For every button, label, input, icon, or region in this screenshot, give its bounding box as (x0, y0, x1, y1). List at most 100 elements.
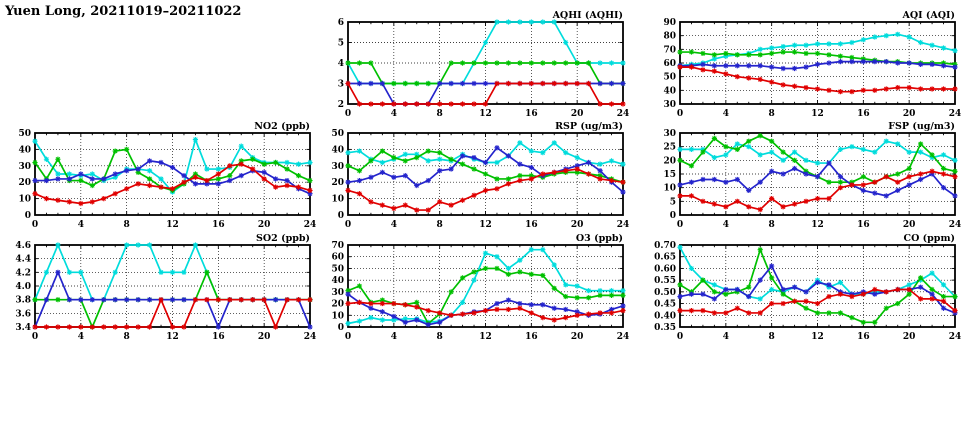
data-marker-cyan (918, 149, 924, 155)
y-tick-label: 50 (331, 129, 344, 139)
y-tick-label: 0 (25, 211, 31, 221)
data-marker-red (78, 200, 84, 207)
data-marker-red (734, 198, 740, 204)
data-marker-blue (746, 187, 752, 194)
data-marker-red (437, 199, 443, 205)
data-marker-red (482, 307, 489, 314)
data-marker-blue (620, 189, 626, 195)
data-marker-blue (563, 306, 569, 313)
data-marker-blue (135, 166, 141, 172)
data-marker-green (471, 60, 477, 66)
data-marker-green (448, 156, 454, 162)
data-marker-red (791, 298, 798, 304)
data-marker-blue (803, 171, 809, 177)
x-tick-label: 20 (258, 332, 271, 342)
data-marker-red (791, 83, 798, 89)
data-marker-blue (814, 174, 821, 180)
x-tick-label: 4 (723, 220, 729, 230)
data-marker-red (146, 182, 153, 189)
data-marker-blue (929, 61, 935, 67)
data-marker-green (414, 154, 420, 161)
data-marker-green (345, 288, 351, 294)
data-marker-green (135, 169, 141, 175)
data-marker-green (918, 275, 924, 281)
data-marker-green (494, 176, 500, 182)
data-marker-green (448, 289, 454, 295)
data-marker-green (700, 50, 706, 57)
y-tick-label: 4.4 (15, 255, 31, 265)
data-marker-green (124, 146, 130, 152)
data-marker-blue (261, 169, 267, 175)
data-marker-red (345, 80, 351, 87)
data-marker-green (849, 315, 855, 321)
data-marker-blue (448, 80, 454, 87)
data-marker-blue (345, 179, 351, 185)
data-marker-red (307, 297, 313, 303)
data-marker-cyan (940, 45, 947, 51)
data-marker-green (872, 319, 878, 325)
chart-title: AQHI (AQHI) (552, 10, 623, 21)
data-marker-blue (528, 302, 534, 308)
y-tick-label: 0.40 (654, 311, 676, 321)
data-marker-blue (711, 63, 717, 69)
data-marker-red (780, 300, 786, 307)
data-marker-cyan (32, 138, 38, 144)
data-marker-red (711, 201, 717, 207)
x-tick-label: 8 (769, 220, 775, 230)
data-marker-cyan (837, 279, 844, 286)
data-marker-blue (505, 297, 512, 303)
data-marker-blue (677, 182, 683, 188)
data-marker-red (181, 179, 187, 185)
data-marker-blue (895, 187, 901, 194)
data-marker-blue (181, 297, 187, 303)
data-marker-green (791, 157, 798, 163)
data-marker-blue (597, 80, 603, 87)
x-tick-label: 4 (391, 332, 397, 342)
data-marker-red (356, 101, 363, 107)
data-marker-red (757, 76, 763, 83)
x-tick-label: 8 (769, 109, 775, 119)
data-marker-cyan (379, 159, 385, 166)
data-marker-green (780, 49, 786, 55)
data-marker-red (112, 324, 118, 330)
data-marker-red (929, 296, 935, 302)
data-marker-cyan (586, 288, 592, 294)
data-marker-green (379, 148, 385, 154)
data-marker-red (597, 176, 603, 182)
data-marker-cyan (345, 150, 351, 156)
data-marker-green (261, 161, 267, 167)
data-marker-cyan (711, 282, 717, 288)
data-marker-cyan (734, 141, 740, 147)
data-marker-red (459, 311, 466, 317)
x-tick-label: 16 (857, 220, 870, 230)
x-tick-label: 12 (811, 332, 824, 342)
data-marker-green (273, 159, 279, 166)
data-marker-red (273, 184, 279, 190)
data-marker-red (215, 171, 221, 177)
data-marker-cyan (940, 152, 947, 158)
data-marker-green (402, 80, 408, 87)
data-marker-blue (746, 63, 752, 69)
data-marker-blue (448, 166, 454, 172)
data-marker-cyan (528, 247, 534, 253)
data-marker-blue (146, 158, 153, 164)
y-tick-label: 30 (663, 100, 676, 110)
data-marker-red (448, 202, 454, 208)
x-tick-label: 0 (677, 109, 683, 119)
chart-svg: 0 4 8 12 16 20 24 0.35 0.400.45 0.50 0.55 0.600.65 0… (654, 233, 961, 342)
data-marker-red (620, 307, 626, 314)
data-marker-blue (204, 181, 210, 187)
data-marker-green (517, 173, 523, 179)
data-marker-red (528, 80, 534, 87)
data-marker-blue (55, 269, 61, 275)
data-marker-green (517, 269, 523, 275)
x-tick-label: 8 (769, 332, 775, 342)
data-marker-green (55, 297, 61, 303)
data-marker-blue (414, 182, 420, 189)
data-marker-green (837, 179, 844, 185)
x-tick-label: 20 (571, 220, 584, 230)
data-marker-red (711, 310, 717, 316)
data-marker-blue (66, 297, 72, 303)
data-marker-blue (895, 60, 901, 66)
data-marker-blue (734, 63, 740, 69)
